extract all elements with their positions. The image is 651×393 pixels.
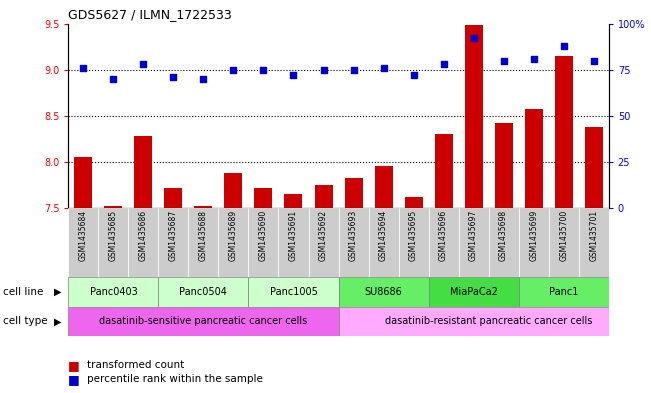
Bar bbox=[344, 178, 363, 208]
Bar bbox=[404, 197, 422, 208]
Text: SU8686: SU8686 bbox=[365, 287, 402, 297]
Text: GSM1435698: GSM1435698 bbox=[499, 210, 508, 261]
Point bbox=[229, 66, 239, 73]
Point bbox=[138, 61, 148, 67]
Bar bbox=[309, 208, 339, 277]
Text: transformed count: transformed count bbox=[87, 360, 184, 371]
Bar bbox=[68, 307, 339, 336]
Bar bbox=[585, 127, 603, 208]
Text: cell type: cell type bbox=[3, 316, 48, 326]
Bar bbox=[519, 277, 609, 307]
Text: GSM1435694: GSM1435694 bbox=[379, 210, 388, 261]
Point bbox=[198, 76, 208, 82]
Text: dasatinib-resistant pancreatic cancer cells: dasatinib-resistant pancreatic cancer ce… bbox=[385, 316, 592, 326]
Bar bbox=[68, 277, 158, 307]
Text: GSM1435701: GSM1435701 bbox=[589, 210, 598, 261]
Point bbox=[258, 66, 269, 73]
Point bbox=[78, 65, 89, 71]
Text: MiaPaCa2: MiaPaCa2 bbox=[450, 287, 497, 297]
Point bbox=[499, 57, 509, 64]
Point bbox=[348, 66, 359, 73]
Bar bbox=[158, 277, 249, 307]
Text: GSM1435686: GSM1435686 bbox=[139, 210, 148, 261]
Point bbox=[168, 74, 178, 80]
Text: GSM1435693: GSM1435693 bbox=[349, 210, 358, 261]
Bar bbox=[495, 123, 512, 208]
Text: GSM1435688: GSM1435688 bbox=[199, 210, 208, 261]
Text: GSM1435699: GSM1435699 bbox=[529, 210, 538, 261]
Point bbox=[108, 76, 118, 82]
Bar bbox=[465, 26, 482, 208]
Bar bbox=[374, 166, 393, 208]
Bar bbox=[368, 208, 398, 277]
Bar bbox=[134, 136, 152, 208]
Bar bbox=[339, 208, 368, 277]
Bar bbox=[489, 208, 519, 277]
Point bbox=[318, 66, 329, 73]
Text: GSM1435685: GSM1435685 bbox=[109, 210, 118, 261]
Bar bbox=[398, 208, 428, 277]
Text: GSM1435684: GSM1435684 bbox=[79, 210, 88, 261]
Bar bbox=[68, 208, 98, 277]
Point bbox=[438, 61, 449, 67]
Text: ■: ■ bbox=[68, 373, 84, 386]
Text: GSM1435691: GSM1435691 bbox=[289, 210, 298, 261]
Text: GSM1435696: GSM1435696 bbox=[439, 210, 448, 261]
Point bbox=[589, 57, 599, 64]
Text: Panc0504: Panc0504 bbox=[180, 287, 227, 297]
Bar bbox=[314, 185, 333, 208]
Text: GSM1435697: GSM1435697 bbox=[469, 210, 478, 261]
Bar bbox=[249, 277, 339, 307]
Bar bbox=[339, 307, 624, 336]
Text: Panc1005: Panc1005 bbox=[270, 287, 318, 297]
Bar bbox=[458, 208, 489, 277]
Text: GSM1435689: GSM1435689 bbox=[229, 210, 238, 261]
Bar bbox=[128, 208, 158, 277]
Point bbox=[469, 35, 479, 42]
Bar bbox=[549, 208, 579, 277]
Bar bbox=[98, 208, 128, 277]
Bar bbox=[339, 277, 428, 307]
Text: GSM1435687: GSM1435687 bbox=[169, 210, 178, 261]
Text: Panc1: Panc1 bbox=[549, 287, 578, 297]
Bar bbox=[279, 208, 309, 277]
Text: cell line: cell line bbox=[3, 287, 44, 297]
Bar bbox=[104, 206, 122, 208]
Text: dasatinib-sensitive pancreatic cancer cells: dasatinib-sensitive pancreatic cancer ce… bbox=[100, 316, 307, 326]
Text: ■: ■ bbox=[68, 359, 84, 372]
Text: GSM1435690: GSM1435690 bbox=[259, 210, 268, 261]
Bar bbox=[428, 208, 458, 277]
Point bbox=[408, 72, 419, 79]
Point bbox=[529, 55, 539, 62]
Text: GDS5627 / ILMN_1722533: GDS5627 / ILMN_1722533 bbox=[68, 8, 232, 21]
Bar bbox=[158, 208, 188, 277]
Bar bbox=[219, 208, 249, 277]
Bar bbox=[195, 206, 212, 208]
Text: GSM1435700: GSM1435700 bbox=[559, 210, 568, 261]
Text: GSM1435695: GSM1435695 bbox=[409, 210, 418, 261]
Bar bbox=[525, 108, 543, 208]
Bar bbox=[255, 188, 273, 208]
Point bbox=[378, 65, 389, 71]
Text: GSM1435692: GSM1435692 bbox=[319, 210, 328, 261]
Bar bbox=[428, 277, 519, 307]
Text: ▶: ▶ bbox=[54, 287, 62, 297]
Bar bbox=[519, 208, 549, 277]
Bar bbox=[249, 208, 279, 277]
Text: Panc0403: Panc0403 bbox=[89, 287, 137, 297]
Point bbox=[559, 42, 569, 49]
Bar bbox=[555, 56, 573, 208]
Text: percentile rank within the sample: percentile rank within the sample bbox=[87, 374, 262, 384]
Bar bbox=[284, 195, 303, 208]
Bar bbox=[435, 134, 452, 208]
Bar bbox=[579, 208, 609, 277]
Point bbox=[288, 72, 299, 79]
Bar bbox=[225, 173, 242, 208]
Bar bbox=[165, 188, 182, 208]
Text: ▶: ▶ bbox=[54, 316, 62, 326]
Bar bbox=[74, 156, 92, 208]
Bar bbox=[188, 208, 219, 277]
